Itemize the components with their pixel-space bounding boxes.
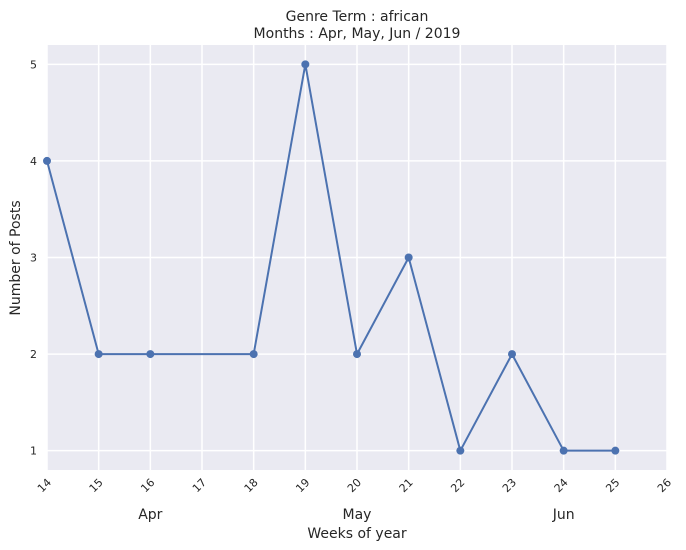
x-tick-label: 15 [87,476,106,495]
x-axis-label: Weeks of year [307,526,407,542]
month-label-may: May [343,507,372,523]
data-point [94,350,103,359]
data-point [146,350,155,359]
x-tick-label: 19 [293,476,312,495]
y-tick-label: 2 [30,348,37,361]
data-point [43,156,51,165]
x-tick-label: 24 [552,476,571,495]
data-point [508,350,516,359]
x-tick-label: 20 [345,476,364,495]
y-tick-label: 5 [30,58,37,71]
y-tick-label: 1 [30,445,37,458]
data-point [249,350,258,359]
x-tick-label: 16 [138,476,157,495]
x-tick-label: 17 [190,476,209,495]
series [43,60,620,455]
data-point [611,446,620,455]
y-tick-label: 3 [30,252,37,265]
x-tick-label: 21 [397,476,416,495]
y-tick-label: 4 [30,155,37,168]
month-label-jun: Jun [552,507,575,523]
data-point [559,446,568,455]
y-tick-labels: 1 2 3 4 5 [30,58,37,457]
chart-subtitle: Months : Apr, May, Jun / 2019 [254,26,461,42]
chart-title: Genre Term : african [286,9,429,25]
y-axis-label: Number of Posts [8,200,24,315]
x-tick-label: 22 [448,476,467,495]
month-label-apr: Apr [138,507,162,523]
data-point [301,60,310,69]
data-point [456,446,465,455]
x-tick-label: 25 [603,476,622,495]
x-tick-label: 18 [242,476,261,495]
x-tick-label: 26 [655,476,674,495]
x-tick-label: 14 [35,476,54,495]
x-tick-labels: 14 15 16 17 18 19 20 21 22 23 24 25 26 [35,476,674,495]
data-point [404,253,413,262]
x-tick-label: 23 [500,476,519,495]
data-point [353,350,361,359]
month-labels: Apr May Jun [138,507,574,523]
